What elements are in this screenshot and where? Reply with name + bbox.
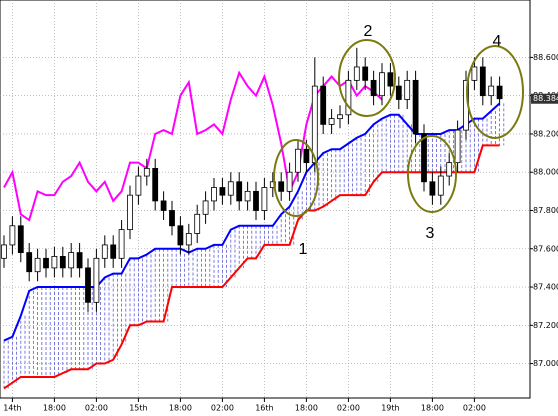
candle-body <box>328 118 335 125</box>
candle-body <box>412 79 419 135</box>
candle-body <box>127 194 133 231</box>
candle-body <box>118 229 125 259</box>
candle-body <box>244 190 251 202</box>
candle-body <box>160 200 167 211</box>
candle-body <box>202 200 209 215</box>
cloud <box>3 103 505 389</box>
x-tick-label: 15th <box>129 404 147 413</box>
candle-body <box>421 133 427 183</box>
x-tick-label: 02:00 <box>463 404 486 413</box>
last-price-bg <box>531 93 558 104</box>
candle-body <box>43 257 49 269</box>
candle-body <box>85 267 91 303</box>
y-tick-label: 88.200 <box>533 129 558 138</box>
candle-body <box>261 187 268 211</box>
y-tick-label: 88.000 <box>533 168 558 177</box>
candle-body <box>76 252 83 269</box>
candle-body <box>1 244 7 259</box>
annotation-label: 4 <box>493 33 502 50</box>
candle-body <box>51 256 58 269</box>
annotation-label: 1 <box>299 241 308 258</box>
candle-body <box>194 213 201 234</box>
candle-body <box>101 244 108 259</box>
candle-body <box>303 148 310 164</box>
candle-body <box>211 187 217 202</box>
axes: 87.000 87.200 87.400 87.600 87.800 88.000 88.2… <box>3 53 558 413</box>
annotations <box>273 39 524 217</box>
candle-body <box>337 114 343 120</box>
y-tick-label: 87.400 <box>533 283 558 292</box>
y-tick-label: 88.600 <box>533 53 558 62</box>
candle-body <box>496 85 503 100</box>
y-tick-label: 87.800 <box>533 206 558 215</box>
annotation-label: 2 <box>364 23 373 40</box>
candle-body <box>395 85 402 100</box>
candle-body <box>320 85 327 125</box>
x-tick-label: 18:00 <box>295 404 318 413</box>
candle-body <box>295 148 301 173</box>
x-tick-label: 02:00 <box>85 404 108 413</box>
candle-body <box>387 72 394 87</box>
candle-body <box>9 225 16 246</box>
candle-body <box>362 66 369 81</box>
candle-body <box>479 66 486 97</box>
candle-body <box>152 167 159 202</box>
candle-body <box>135 175 142 196</box>
candle-body <box>253 190 259 211</box>
candle-body <box>286 171 293 192</box>
candle-body <box>169 210 175 227</box>
candle-body <box>143 167 150 177</box>
candle-body <box>446 162 453 177</box>
annotation-ellipse <box>338 39 396 117</box>
x-tick-label: 16th <box>255 404 273 413</box>
candle-body <box>278 181 285 192</box>
candles <box>1 47 503 312</box>
x-tick-label: 14th <box>3 404 21 413</box>
candle-body <box>429 181 436 196</box>
candle-body <box>370 79 377 97</box>
annotation-label: 3 <box>426 225 435 242</box>
indicator-line <box>3 144 500 390</box>
candle-body <box>219 187 226 196</box>
candle-body <box>34 257 41 273</box>
x-tick-label: 02:00 <box>211 404 234 413</box>
candle-body <box>17 225 24 253</box>
annotation-ellipse <box>273 139 319 217</box>
candle-body <box>185 233 192 246</box>
candle-body <box>345 79 352 116</box>
x-tick-label: 18:00 <box>421 404 444 413</box>
candle-body <box>471 66 478 81</box>
candle-body <box>437 175 444 196</box>
candle-body <box>68 252 75 269</box>
annotation-ellipse <box>466 45 524 139</box>
candle-body <box>93 257 100 303</box>
x-tick-label: 02:00 <box>337 404 360 413</box>
candle-body <box>26 252 33 273</box>
candle-body <box>110 244 117 259</box>
candle-body <box>59 256 66 269</box>
annotation-ellipse <box>407 135 457 213</box>
candle-body <box>311 85 318 164</box>
candle-body <box>353 66 360 81</box>
y-tick-label: 87.600 <box>533 244 558 253</box>
x-tick-label: 18:00 <box>169 404 192 413</box>
candle-body <box>236 181 243 202</box>
candle-body <box>488 85 495 97</box>
candle-body <box>227 181 234 196</box>
candle-body <box>177 225 184 246</box>
y-tick-label: 87.000 <box>533 359 558 368</box>
indicator-line <box>3 70 383 222</box>
candle-body <box>404 79 411 100</box>
last-price-label: 88.384 <box>533 94 558 103</box>
candle-body <box>379 72 385 97</box>
candle-body <box>454 129 461 164</box>
x-tick-label: 19th <box>381 404 399 413</box>
x-tick-label: 18:00 <box>43 404 66 413</box>
y-tick-label: 87.200 <box>533 321 558 330</box>
